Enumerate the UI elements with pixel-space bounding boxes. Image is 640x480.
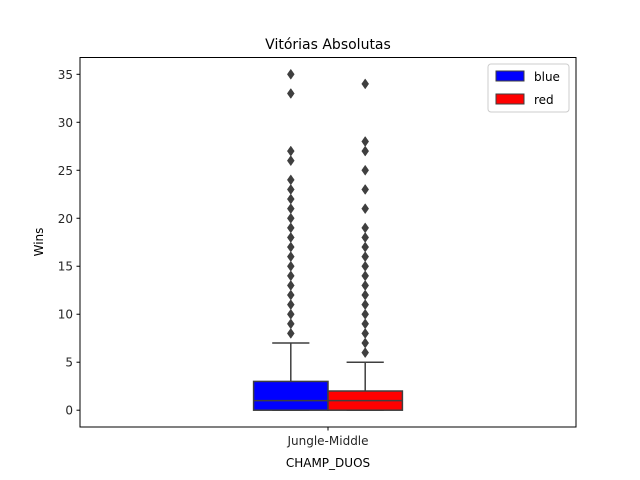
outlier-point <box>361 270 370 282</box>
y-axis: 0 5 10 15 20 25 30 35 <box>58 68 80 418</box>
outlier-point <box>286 241 295 253</box>
outlier-point <box>361 78 370 90</box>
legend-swatch-blue <box>495 70 525 82</box>
plot-area <box>252 68 404 411</box>
outlier-point <box>286 68 295 80</box>
y-tick-label: 15 <box>58 260 73 274</box>
outlier-point <box>361 251 370 263</box>
outlier-point <box>286 270 295 282</box>
box-body <box>252 380 329 411</box>
x-axis: Jungle-Middle <box>286 427 369 448</box>
outlier-point <box>286 145 295 157</box>
outlier-point <box>286 308 295 320</box>
outlier-point <box>286 88 295 99</box>
outlier-point <box>361 164 370 176</box>
outlier-point <box>361 222 370 234</box>
outlier-point <box>286 193 295 205</box>
x-tick-label: Jungle-Middle <box>286 434 368 448</box>
y-tick-label: 25 <box>58 164 73 178</box>
y-tick-label: 10 <box>58 308 73 322</box>
y-axis-label: Wins <box>32 228 46 257</box>
y-tick-label: 30 <box>58 116 73 130</box>
outlier-point <box>361 145 370 157</box>
outlier-point <box>286 289 295 301</box>
outlier-point <box>286 327 295 339</box>
legend-label-red: red <box>534 93 554 107</box>
box-blue <box>252 68 329 411</box>
outlier-point <box>286 212 295 224</box>
y-tick-label: 35 <box>58 68 73 82</box>
outlier-point <box>361 241 370 253</box>
outlier-point <box>361 289 370 301</box>
outlier-point <box>286 299 295 311</box>
outlier-point <box>286 203 295 215</box>
y-tick-label: 0 <box>65 404 73 418</box>
x-axis-label: CHAMP_DUOS <box>286 456 370 470</box>
legend: blue red <box>487 63 570 113</box>
outlier-point <box>286 318 295 330</box>
outlier-point <box>361 136 370 147</box>
outlier-point <box>361 347 370 359</box>
box-red <box>327 78 404 411</box>
chart-title: Vitórias Absolutas <box>265 37 391 53</box>
outlier-point <box>361 327 370 339</box>
outlier-point <box>286 280 295 291</box>
outlier-point <box>361 203 370 215</box>
legend-label-blue: blue <box>534 70 560 84</box>
outlier-point <box>361 260 370 272</box>
outlier-point <box>286 232 295 243</box>
outlier-point <box>361 337 370 349</box>
outlier-point <box>286 184 295 195</box>
outlier-point <box>361 184 370 195</box>
outlier-point <box>286 155 295 167</box>
outlier-point <box>361 308 370 320</box>
outlier-point <box>361 280 370 291</box>
outlier-point <box>361 232 370 243</box>
outlier-point <box>286 260 295 272</box>
outlier-point <box>286 222 295 234</box>
outlier-point <box>286 251 295 263</box>
outlier-point <box>361 299 370 311</box>
plot-frame <box>79 57 577 428</box>
outlier-point <box>286 174 295 186</box>
y-tick-label: 20 <box>58 212 73 226</box>
y-tick-label: 5 <box>65 356 73 370</box>
outlier-point <box>361 318 370 330</box>
legend-swatch-red <box>495 93 525 105</box>
